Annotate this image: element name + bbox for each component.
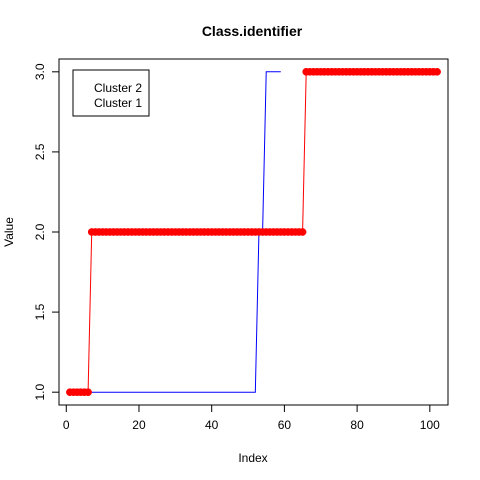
y-tick-label: 2.0	[33, 223, 47, 240]
y-tick-label: 1.0	[33, 384, 47, 401]
y-tick-label: 2.5	[33, 143, 47, 160]
x-tick-label: 100	[420, 418, 440, 432]
legend: Cluster 2 Cluster 1	[72, 69, 150, 117]
series-layer	[66, 67, 441, 397]
series-1-point	[84, 388, 92, 397]
series-1	[66, 67, 441, 397]
x-axis-label: Index	[238, 451, 267, 465]
y-tick-label: 1.5	[33, 303, 47, 320]
x-tick-label: 40	[205, 418, 219, 432]
series-1-point	[298, 228, 307, 236]
legend-entry-2: Cluster 1	[94, 96, 142, 110]
x-tick-label: 60	[278, 418, 292, 432]
series-2	[69, 71, 281, 393]
series-1-point	[433, 67, 441, 76]
x-tick-label: 80	[350, 418, 364, 432]
legend-entry-1: Cluster 2	[94, 81, 142, 95]
y-axis: 1.0 1.5 2.0 2.5 3.0	[33, 63, 60, 401]
x-tick-label: 20	[132, 418, 146, 432]
legend-box	[72, 69, 150, 117]
series-2-line	[69, 71, 281, 393]
x-tick-label: 0	[63, 418, 70, 432]
y-tick-label: 3.0	[33, 63, 47, 80]
x-axis: 0 20 40 60 80 100	[63, 404, 440, 432]
y-axis-label: Value	[2, 217, 16, 247]
chart-title: Class.identifier	[202, 23, 303, 39]
